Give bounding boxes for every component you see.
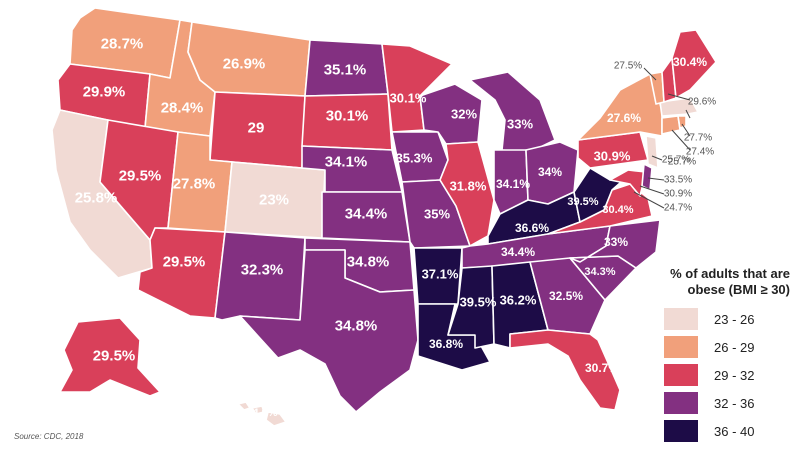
- label-or: 29.9%: [83, 84, 126, 101]
- label-ga: 32.5%: [549, 289, 583, 303]
- label-ca: 25.8%: [75, 190, 118, 207]
- label-mn: 30.1%: [390, 91, 427, 106]
- leader-nj: [651, 155, 663, 161]
- label-ky: 36.6%: [515, 221, 549, 235]
- state-ct[interactable]: [661, 115, 681, 135]
- label-il: 31.8%: [450, 179, 487, 194]
- label-ny: 27.6%: [607, 111, 641, 125]
- label-mo: 35%: [424, 207, 450, 222]
- state-ga[interactable]: [529, 257, 606, 335]
- label-wi: 32%: [451, 107, 477, 122]
- legend-label: 26 - 29: [714, 339, 755, 355]
- label-la: 36.8%: [429, 337, 463, 351]
- state-de[interactable]: [641, 163, 653, 191]
- label-tx: 34.8%: [335, 318, 378, 335]
- state-ak[interactable]: [59, 317, 161, 397]
- state-nc[interactable]: [569, 219, 661, 269]
- label-ms: 39.5%: [460, 295, 497, 310]
- legend-swatch: [664, 420, 698, 442]
- state-nj[interactable]: [645, 135, 659, 169]
- state-la[interactable]: [417, 303, 491, 371]
- legend-label: 32 - 36: [714, 395, 755, 411]
- label-ar: 37.1%: [422, 267, 459, 282]
- label-ok: 34.8%: [347, 254, 390, 271]
- label-mi: 33%: [507, 117, 533, 132]
- leader-lines: [633, 67, 691, 209]
- label-wv: 39.5%: [567, 196, 598, 208]
- label-oh: 34%: [538, 165, 562, 179]
- label-nm: 32.3%: [241, 262, 284, 279]
- legend-swatch: [664, 364, 698, 386]
- label-wy: 29: [248, 120, 265, 137]
- leader-ma: [685, 109, 691, 119]
- label-ks: 34.4%: [345, 206, 388, 223]
- state-tx[interactable]: [239, 249, 419, 413]
- legend-title-line2: obese (BMI ≥ 30): [687, 282, 791, 297]
- legend-label: 36 - 40: [714, 423, 755, 439]
- legend-swatch: [664, 336, 698, 358]
- label-nj: 25.7%: [662, 155, 690, 166]
- source-note: Source: CDC, 2018: [14, 432, 84, 441]
- state-ri[interactable]: [677, 115, 687, 129]
- label-tn: 34.4%: [501, 245, 535, 259]
- label-nd: 35.1%: [324, 62, 367, 79]
- label-pa: 30.9%: [594, 149, 631, 164]
- leader-md: [639, 185, 665, 195]
- label-nv: 29.5%: [119, 168, 162, 185]
- label-ak: 29.5%: [93, 348, 136, 365]
- legend-swatch: [664, 308, 698, 330]
- label-sc: 34.3%: [584, 266, 615, 278]
- legend-item: 32 - 36: [650, 390, 790, 416]
- legend-item: 26 - 29: [650, 334, 790, 360]
- label-in: 34.1%: [496, 177, 530, 191]
- state-mi[interactable]: [469, 71, 556, 153]
- state-ny[interactable]: [577, 73, 663, 141]
- label-de: 33.5%: [664, 175, 692, 186]
- label-nh: 29.6%: [688, 97, 716, 108]
- leader-ri: [681, 123, 691, 137]
- label-me: 30.4%: [673, 55, 707, 69]
- label-vt: 27.5%: [614, 61, 642, 72]
- legend-title-line1: % of adults that are: [670, 266, 790, 281]
- legend-label: 29 - 32: [714, 367, 755, 383]
- label-ma: 25.7%: [668, 157, 696, 168]
- leader-vt: [643, 67, 657, 81]
- label-fl: 30.7%: [585, 361, 619, 375]
- label-ia: 35.3%: [396, 151, 433, 166]
- state-hi[interactable]: [237, 401, 287, 427]
- label-hi: 24.9%: [246, 407, 277, 419]
- label-va: 30.4%: [602, 204, 633, 216]
- label-nc: 33%: [604, 235, 628, 249]
- state-az[interactable]: [137, 227, 226, 319]
- legend-item: 36 - 40: [650, 418, 790, 444]
- label-ut: 27.8%: [173, 176, 216, 193]
- leader-de: [647, 177, 665, 181]
- label-dc: 24.7%: [664, 203, 692, 214]
- label-ne: 34.1%: [325, 154, 368, 171]
- label-md: 30.9%: [664, 189, 692, 200]
- label-ri: 27.7%: [684, 133, 712, 144]
- label-wa: 28.7%: [101, 36, 144, 53]
- legend-item: 23 - 26: [650, 306, 790, 332]
- label-al: 36.2%: [500, 293, 537, 308]
- state-me[interactable]: [671, 29, 717, 99]
- legend-title: % of adults that are obese (BMI ≥ 30): [650, 266, 790, 298]
- label-mt: 26.9%: [223, 56, 266, 73]
- leader-ct: [671, 129, 691, 151]
- label-az: 29.5%: [163, 254, 206, 271]
- label-id: 28.4%: [161, 100, 204, 117]
- label-ct: 27.4%: [686, 147, 714, 158]
- legend-swatch: [664, 392, 698, 414]
- state-fl[interactable]: [509, 329, 621, 411]
- legend-label: 23 - 26: [714, 311, 755, 327]
- label-co: 23%: [259, 192, 289, 209]
- label-sd: 30.1%: [326, 108, 369, 125]
- legend: % of adults that are obese (BMI ≥ 30) 23…: [650, 266, 790, 446]
- legend-item: 29 - 32: [650, 362, 790, 388]
- leader-dc: [633, 191, 665, 209]
- leader-nh: [667, 93, 691, 101]
